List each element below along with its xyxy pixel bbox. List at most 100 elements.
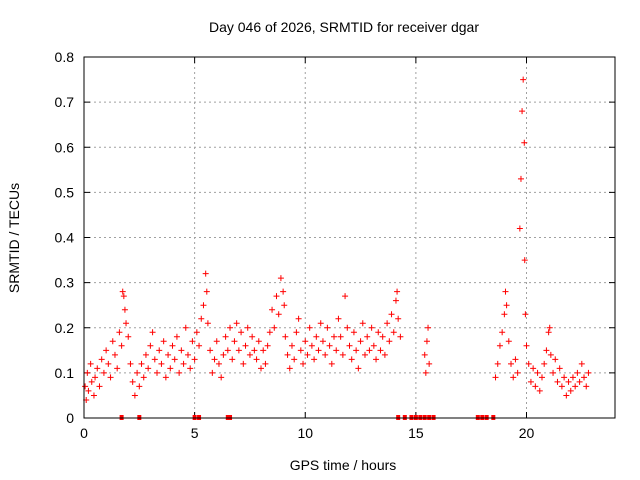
- data-point: [184, 351, 191, 358]
- y-tick-label: 0.5: [55, 184, 75, 200]
- data-point: [242, 342, 249, 349]
- data-point: [264, 342, 271, 349]
- data-point: [302, 338, 309, 345]
- data-point: [118, 342, 125, 349]
- data-point: [578, 360, 585, 367]
- data-point: [520, 76, 527, 83]
- data-point: [203, 288, 210, 295]
- data-point: [145, 365, 152, 372]
- data-point: [572, 383, 579, 390]
- data-point: [227, 324, 234, 331]
- data-point: [215, 360, 222, 367]
- data-point: [395, 315, 402, 322]
- data-point: [552, 356, 559, 363]
- data-point: [313, 333, 320, 340]
- x-tick-label: 10: [297, 425, 313, 441]
- data-point: [211, 356, 218, 363]
- data-point: [519, 108, 526, 115]
- data-point: [502, 288, 509, 295]
- data-point: [523, 342, 530, 349]
- data-point: [565, 378, 572, 385]
- data-point: [182, 324, 189, 331]
- data-point: [187, 365, 194, 372]
- data-point: [339, 351, 346, 358]
- data-point: [282, 333, 289, 340]
- data-point: [538, 374, 545, 381]
- data-point: [293, 329, 300, 336]
- data-point: [308, 342, 315, 349]
- data-point: [581, 374, 588, 381]
- data-point: [222, 333, 229, 340]
- data-point: [426, 360, 433, 367]
- data-point: [322, 351, 329, 358]
- data-point: [326, 342, 333, 349]
- data-point: [390, 329, 397, 336]
- data-point: [158, 360, 165, 367]
- data-point: [204, 320, 211, 327]
- data-point: [162, 374, 169, 381]
- data-points: [82, 76, 592, 420]
- y-tick-label: 0.2: [55, 320, 75, 336]
- plot-frame: [83, 56, 616, 419]
- data-point: [120, 293, 127, 300]
- data-point: [220, 351, 227, 358]
- data-point: [344, 324, 351, 331]
- data-point: [286, 365, 293, 372]
- data-point: [359, 320, 366, 327]
- data-point: [127, 360, 134, 367]
- data-point: [366, 347, 373, 354]
- data-point: [123, 320, 130, 327]
- data-point: [377, 347, 384, 354]
- data-point: [496, 342, 503, 349]
- data-point: [262, 360, 269, 367]
- data-point: [297, 347, 304, 354]
- data-point: [499, 329, 506, 336]
- data-point: [116, 329, 123, 336]
- data-point: [514, 369, 521, 376]
- data-point: [90, 392, 97, 399]
- data-point: [534, 369, 541, 376]
- data-point: [317, 320, 324, 327]
- data-point: [281, 302, 288, 309]
- data-point: [173, 333, 180, 340]
- data-point: [87, 360, 94, 367]
- data-point: [129, 378, 136, 385]
- data-point: [525, 360, 532, 367]
- data-point: [238, 329, 245, 336]
- data-point: [324, 324, 331, 331]
- data-point: [114, 365, 121, 372]
- x-tick-label: 5: [191, 425, 199, 441]
- data-point: [151, 356, 158, 363]
- data-point: [246, 351, 253, 358]
- data-point: [567, 387, 574, 394]
- data-point: [532, 383, 539, 390]
- data-point: [240, 360, 247, 367]
- data-point: [368, 324, 375, 331]
- data-point: [193, 329, 200, 336]
- data-point: [147, 342, 154, 349]
- data-point: [583, 383, 590, 390]
- data-point: [196, 342, 203, 349]
- data-point: [92, 374, 99, 381]
- data-point: [545, 329, 552, 336]
- data-point: [156, 347, 163, 354]
- data-point: [492, 374, 499, 381]
- data-point: [107, 374, 114, 381]
- data-point: [353, 347, 360, 354]
- y-tick-label: 0.8: [55, 49, 75, 65]
- data-point: [300, 360, 307, 367]
- data-point: [319, 338, 326, 345]
- data-point: [350, 329, 357, 336]
- data-point: [342, 293, 349, 300]
- data-point: [346, 342, 353, 349]
- data-point: [142, 351, 149, 358]
- chart-title: Day 046 of 2026, SRMTID for receiver dga…: [209, 19, 479, 35]
- data-point: [554, 378, 561, 385]
- data-point: [516, 225, 523, 232]
- data-point: [253, 356, 260, 363]
- x-tick-label: 20: [519, 425, 535, 441]
- data-point: [202, 270, 209, 277]
- data-point: [501, 311, 508, 318]
- data-point: [373, 356, 380, 363]
- data-point: [165, 351, 172, 358]
